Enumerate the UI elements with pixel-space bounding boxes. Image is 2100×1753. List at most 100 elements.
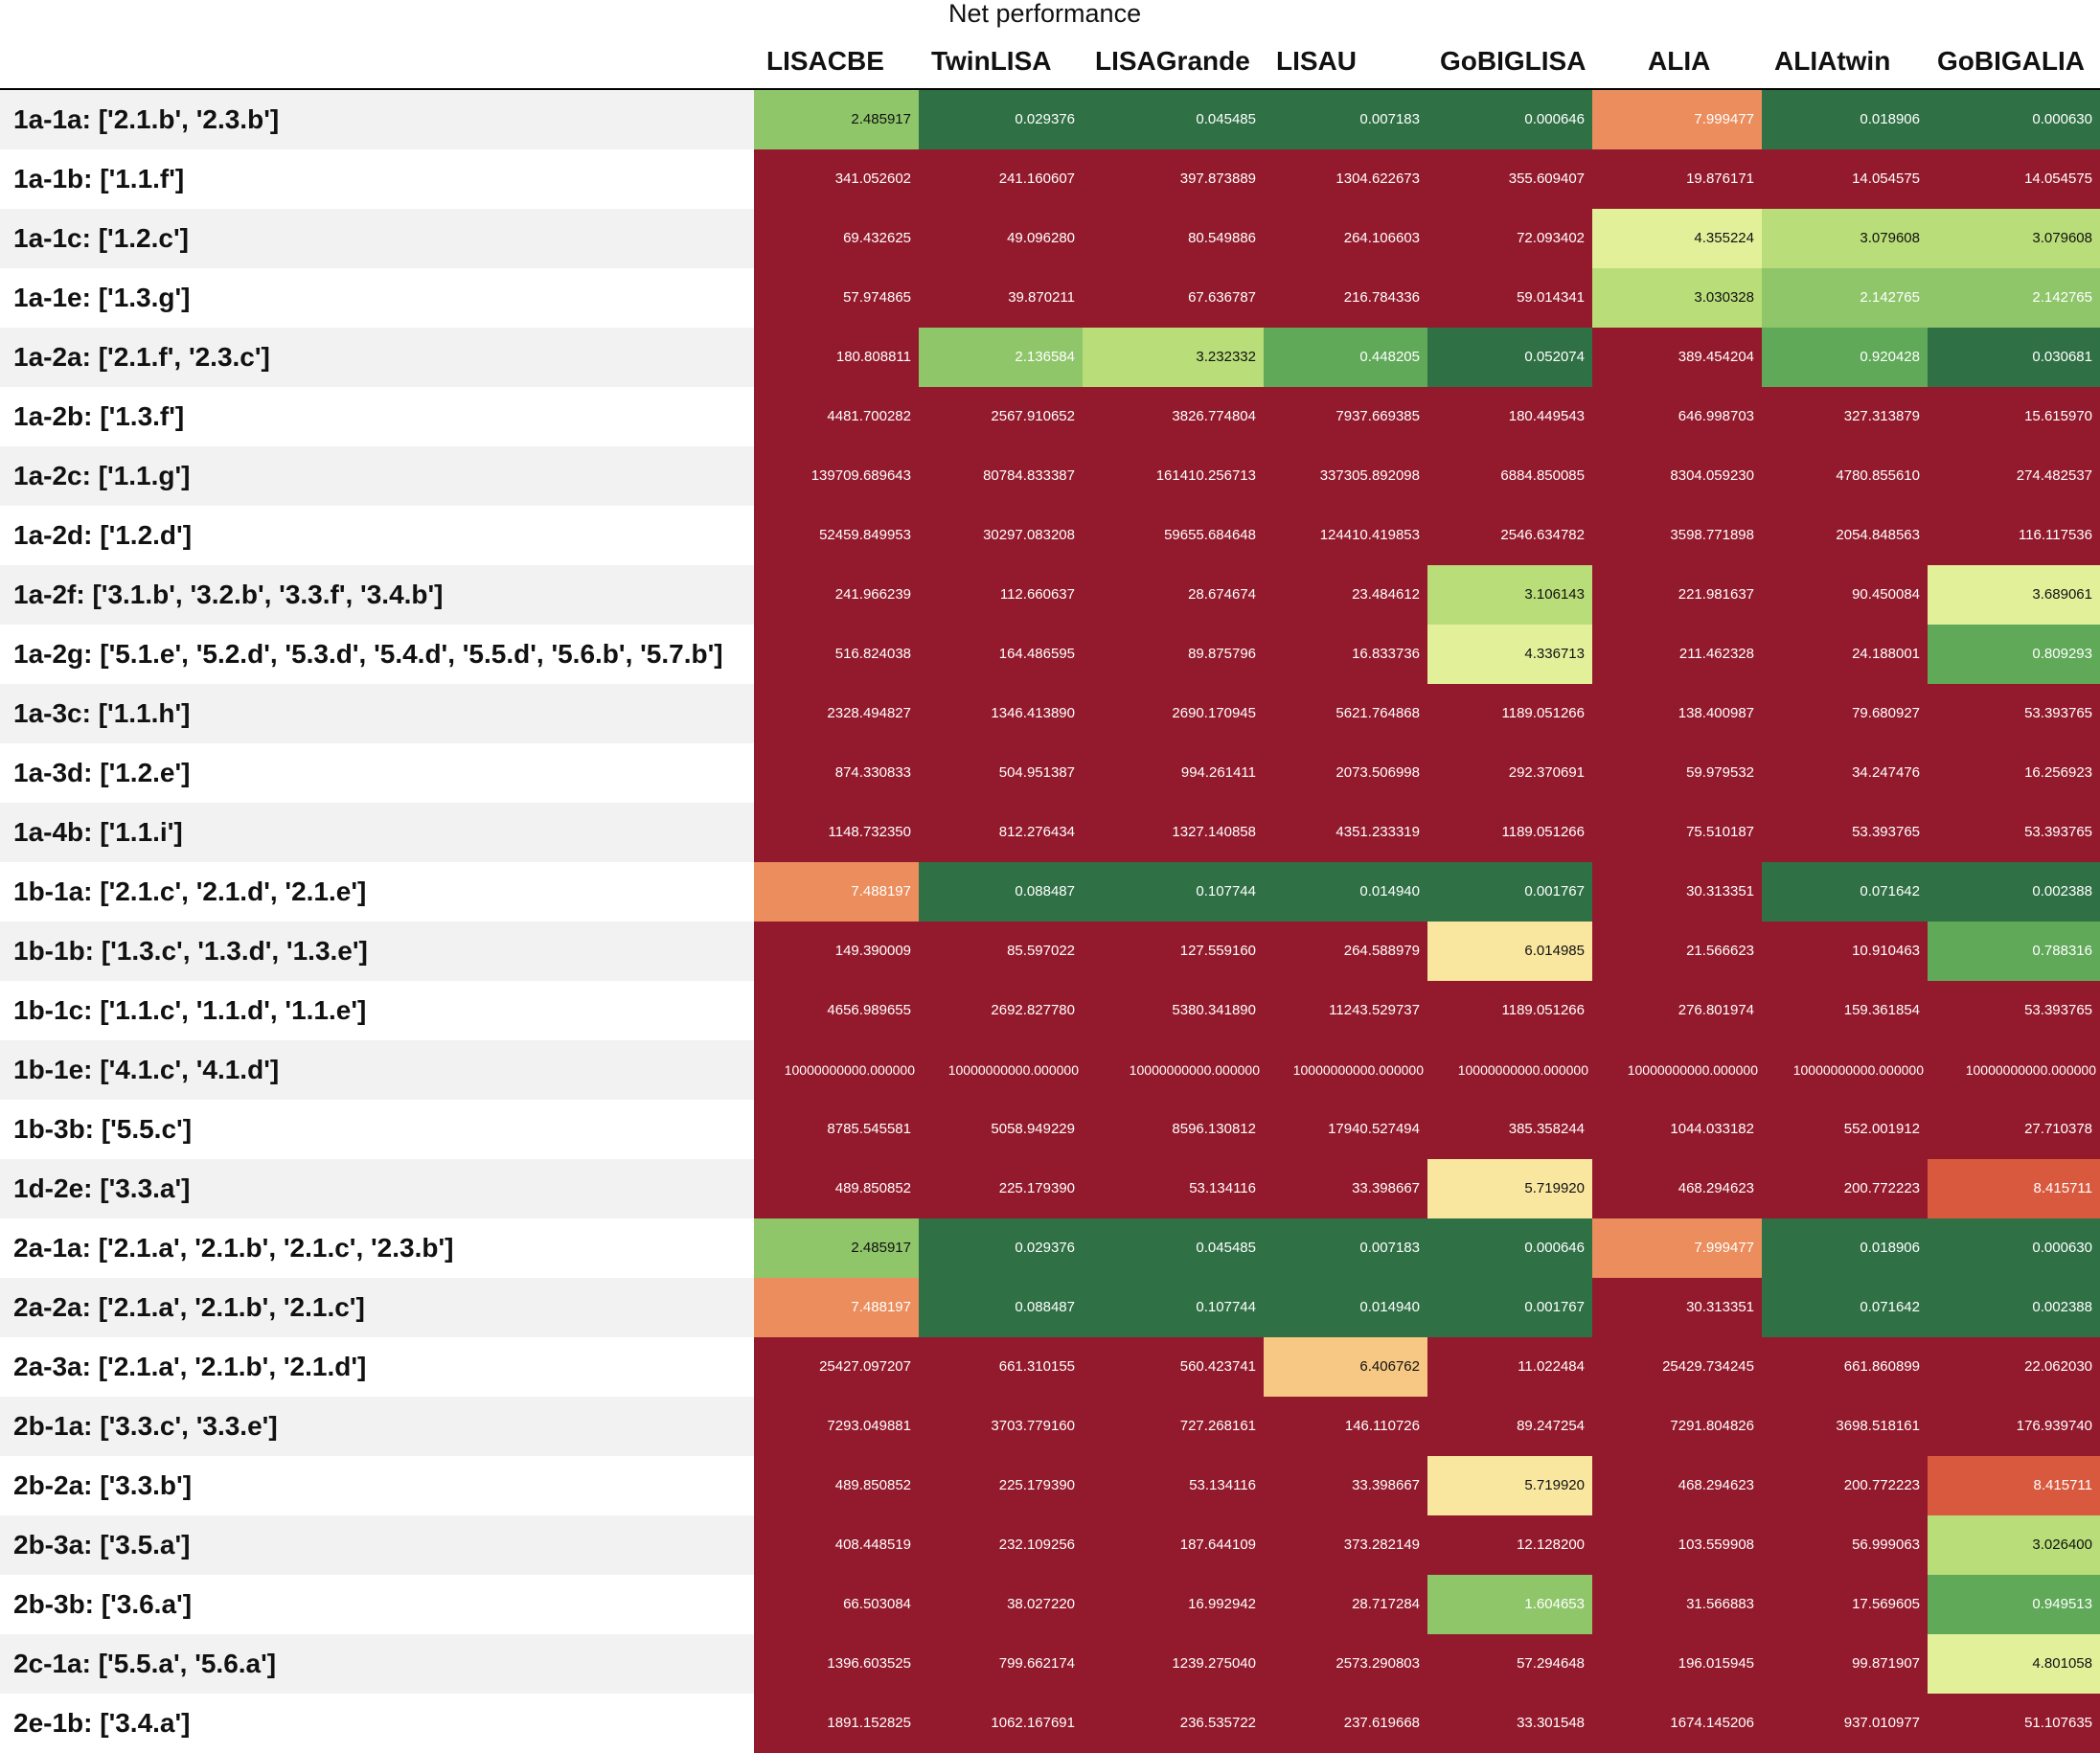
heatmap-cell: 3.079608 bbox=[1762, 209, 1928, 268]
heatmap-cell: 4780.855610 bbox=[1762, 446, 1928, 506]
table-row: 2e-1b: ['3.4.a'] 1891.152825 1062.167691 23… bbox=[0, 1694, 2100, 1753]
heatmap-cell: 33.301548 bbox=[1427, 1694, 1592, 1753]
heatmap-cell: 116.117536 bbox=[1928, 506, 2100, 565]
heatmap-cell: 8.415711 bbox=[1928, 1159, 2100, 1218]
heatmap-cell: 327.313879 bbox=[1762, 387, 1928, 446]
heatmap-cell: 225.179390 bbox=[919, 1456, 1083, 1515]
heatmap-cell: 2690.170945 bbox=[1083, 684, 1264, 743]
heatmap-cell: 12.128200 bbox=[1427, 1515, 1592, 1575]
heatmap-cell: 33.398667 bbox=[1264, 1456, 1427, 1515]
heatmap-cell: 0.045485 bbox=[1083, 90, 1264, 149]
heatmap-cell: 1304.622673 bbox=[1264, 149, 1427, 209]
heatmap-cell: 0.949513 bbox=[1928, 1575, 2100, 1634]
row-label: 2b-2a: ['3.3.b'] bbox=[0, 1456, 754, 1515]
column-header: ALIAtwin bbox=[1774, 46, 1891, 76]
row-label: 1a-3c: ['1.1.h'] bbox=[0, 684, 754, 743]
heatmap-cell: 1189.051266 bbox=[1427, 981, 1592, 1040]
heatmap-cell: 0.029376 bbox=[919, 1218, 1083, 1278]
table-row: 1b-1b: ['1.3.c', '1.3.d', '1.3.e'] 149.39… bbox=[0, 922, 2100, 981]
heatmap-cell: 0.000646 bbox=[1427, 90, 1592, 149]
table-row: 2c-1a: ['5.5.a', '5.6.a'] 1396.603525 799.… bbox=[0, 1634, 2100, 1694]
heatmap-cell: 0.071642 bbox=[1762, 862, 1928, 922]
row-label: 1a-2d: ['1.2.d'] bbox=[0, 506, 754, 565]
heatmap-cell: 211.462328 bbox=[1592, 625, 1762, 684]
heatmap-cell: 25429.734245 bbox=[1592, 1337, 1762, 1397]
table-row: 2a-1a: ['2.1.a', '2.1.b', '2.1.c', '2.3.… bbox=[0, 1218, 2100, 1278]
row-label: 1a-2a: ['2.1.f', '2.3.c'] bbox=[0, 328, 754, 387]
row-label: 1a-1b: ['1.1.f'] bbox=[0, 149, 754, 209]
heatmap-cell: 16.992942 bbox=[1083, 1575, 1264, 1634]
heatmap-cell: 21.566623 bbox=[1592, 922, 1762, 981]
heatmap-cell: 164.486595 bbox=[919, 625, 1083, 684]
heatmap-cell: 49.096280 bbox=[919, 209, 1083, 268]
heatmap-cell: 59.014341 bbox=[1427, 268, 1592, 328]
table-row: 1a-4b: ['1.1.i'] 1148.732350 812.276434 132… bbox=[0, 803, 2100, 862]
column-header: LISAU bbox=[1276, 46, 1357, 76]
heatmap-cell: 2692.827780 bbox=[919, 981, 1083, 1040]
heatmap-cell: 0.107744 bbox=[1083, 862, 1264, 922]
row-label: 1b-1a: ['2.1.c', '2.1.d', '2.1.e'] bbox=[0, 862, 754, 922]
heatmap-cell: 1346.413890 bbox=[919, 684, 1083, 743]
table-row: 1b-3b: ['5.5.c'] 8785.545581 5058.949229 85… bbox=[0, 1100, 2100, 1159]
heatmap-cell: 196.015945 bbox=[1592, 1634, 1762, 1694]
heatmap-cell: 24.188001 bbox=[1762, 625, 1928, 684]
heatmap-cell: 0.088487 bbox=[919, 862, 1083, 922]
heatmap-cell: 53.393765 bbox=[1762, 803, 1928, 862]
heatmap-cell: 176.939740 bbox=[1928, 1397, 2100, 1456]
heatmap-cell: 161410.256713 bbox=[1083, 446, 1264, 506]
heatmap-cell: 0.809293 bbox=[1928, 625, 2100, 684]
heatmap-cell: 80.549886 bbox=[1083, 209, 1264, 268]
column-header: LISAGrande bbox=[1095, 46, 1250, 76]
row-label: 1a-3d: ['1.2.e'] bbox=[0, 743, 754, 803]
heatmap-cell: 99.871907 bbox=[1762, 1634, 1928, 1694]
heatmap-cell: 1891.152825 bbox=[754, 1694, 919, 1753]
heatmap-cell: 31.566883 bbox=[1592, 1575, 1762, 1634]
heatmap-cell: 57.974865 bbox=[754, 268, 919, 328]
heatmap-cell: 14.054575 bbox=[1928, 149, 2100, 209]
heatmap-cell: 2567.910652 bbox=[919, 387, 1083, 446]
heatmap-cell: 1327.140858 bbox=[1083, 803, 1264, 862]
heatmap-cell: 799.662174 bbox=[919, 1634, 1083, 1694]
heatmap-cell: 139709.689643 bbox=[754, 446, 919, 506]
heatmap-cell: 90.450084 bbox=[1762, 565, 1928, 625]
heatmap-cell: 5.719920 bbox=[1427, 1456, 1592, 1515]
heatmap-cell: 516.824038 bbox=[754, 625, 919, 684]
heatmap-cell: 3703.779160 bbox=[919, 1397, 1083, 1456]
heatmap-cell: 241.160607 bbox=[919, 149, 1083, 209]
heatmap-cell: 1189.051266 bbox=[1427, 684, 1592, 743]
heatmap-cell: 552.001912 bbox=[1762, 1100, 1928, 1159]
heatmap-cell: 80784.833387 bbox=[919, 446, 1083, 506]
heatmap-cell: 397.873889 bbox=[1083, 149, 1264, 209]
heatmap-cell: 7.488197 bbox=[754, 1278, 919, 1337]
heatmap-cell: 34.247476 bbox=[1762, 743, 1928, 803]
heatmap-cell: 7.999477 bbox=[1592, 1218, 1762, 1278]
heatmap-cell: 7937.669385 bbox=[1264, 387, 1427, 446]
heatmap-cell: 0.000630 bbox=[1928, 90, 2100, 149]
table-row: 1b-1c: ['1.1.c', '1.1.d', '1.1.e'] 4656.9… bbox=[0, 981, 2100, 1040]
column-header: TwinLISA bbox=[931, 46, 1052, 76]
table-row: 1a-1b: ['1.1.f'] 341.052602 241.160607 397.… bbox=[0, 149, 2100, 209]
row-label: 1a-2f: ['3.1.b', '3.2.b', '3.3.f', '3.4.… bbox=[0, 565, 754, 625]
heatmap-cell: 264.106603 bbox=[1264, 209, 1427, 268]
heatmap-cell: 0.071642 bbox=[1762, 1278, 1928, 1337]
heatmap-cell: 489.850852 bbox=[754, 1456, 919, 1515]
heatmap-cell: 28.717284 bbox=[1264, 1575, 1427, 1634]
heatmap-cell: 468.294623 bbox=[1592, 1456, 1762, 1515]
heatmap-cell: 0.014940 bbox=[1264, 1278, 1427, 1337]
heatmap-cell: 0.018906 bbox=[1762, 1218, 1928, 1278]
heatmap-cell: 127.559160 bbox=[1083, 922, 1264, 981]
heatmap-cell: 560.423741 bbox=[1083, 1337, 1264, 1397]
heatmap-cell: 236.535722 bbox=[1083, 1694, 1264, 1753]
heatmap-cell: 180.449543 bbox=[1427, 387, 1592, 446]
row-label: 2a-1a: ['2.1.a', '2.1.b', '2.1.c', '2.3.… bbox=[0, 1218, 754, 1278]
heatmap-cell: 241.966239 bbox=[754, 565, 919, 625]
heatmap-cell: 0.045485 bbox=[1083, 1218, 1264, 1278]
heatmap-cell: 994.261411 bbox=[1083, 743, 1264, 803]
heatmap-cell: 200.772223 bbox=[1762, 1456, 1928, 1515]
heatmap-cell: 0.920428 bbox=[1762, 328, 1928, 387]
table-row: 1a-3d: ['1.2.e'] 874.330833 504.951387 994.… bbox=[0, 743, 2100, 803]
heatmap-cell: 2328.494827 bbox=[754, 684, 919, 743]
heatmap-cell: 221.981637 bbox=[1592, 565, 1762, 625]
table-caption: Net performance bbox=[948, 0, 1142, 28]
heatmap-cell: 8596.130812 bbox=[1083, 1100, 1264, 1159]
